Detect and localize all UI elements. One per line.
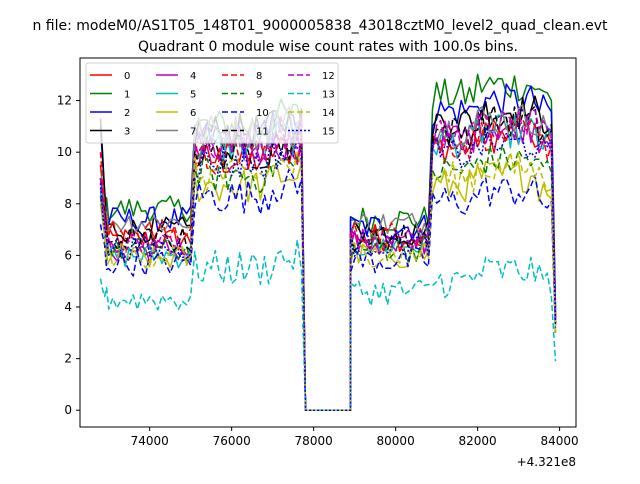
series-line-9: [99, 144, 557, 411]
legend-label-15: 15: [322, 127, 335, 138]
legend-label-8: 8: [256, 71, 262, 82]
chart-title: Quadrant 0 module wise count rates with …: [138, 39, 518, 55]
legend-label-6: 6: [190, 108, 196, 119]
axes-frame: [79, 57, 577, 428]
legend-label-14: 14: [322, 108, 335, 119]
legend-label-5: 5: [190, 90, 196, 101]
x-offset-label: +4.321e8: [517, 455, 576, 469]
series-line-13: [99, 239, 557, 411]
x-tick-label: 78000: [295, 434, 333, 448]
legend-label-3: 3: [124, 127, 130, 138]
legend-label-7: 7: [190, 127, 196, 138]
legend-label-1: 1: [124, 90, 130, 101]
y-tick-label: 0: [64, 403, 72, 417]
legend-box: [85, 62, 339, 144]
y-tick-label: 6: [64, 248, 72, 262]
y-tick-label: 2: [64, 352, 72, 366]
legend-label-13: 13: [322, 90, 335, 101]
y-tick-label: 10: [57, 145, 72, 159]
series-line-12: [99, 109, 557, 411]
x-tick-label: 74000: [131, 434, 169, 448]
legend-label-0: 0: [124, 71, 130, 82]
y-tick-label: 8: [64, 197, 72, 211]
y-tick-label: 12: [57, 94, 72, 108]
x-tick-label: 76000: [213, 434, 251, 448]
x-tick-label: 82000: [459, 434, 497, 448]
legend-label-9: 9: [256, 90, 262, 101]
legend-label-4: 4: [190, 71, 196, 82]
legend-label-11: 11: [256, 127, 269, 138]
legend-label-2: 2: [124, 108, 130, 119]
legend-label-10: 10: [256, 108, 269, 119]
series-line-15: [99, 127, 557, 411]
series-line-11: [99, 104, 557, 411]
series-line-10: [99, 168, 557, 411]
legend-label-12: 12: [322, 71, 335, 82]
x-tick-label: 84000: [541, 434, 579, 448]
y-tick-label: 4: [64, 300, 72, 314]
series-line-4: [99, 110, 557, 411]
figure-suptitle: n file: modeM0/AS1T05_148T01_9000005838_…: [32, 18, 608, 34]
x-tick-label: 80000: [377, 434, 415, 448]
